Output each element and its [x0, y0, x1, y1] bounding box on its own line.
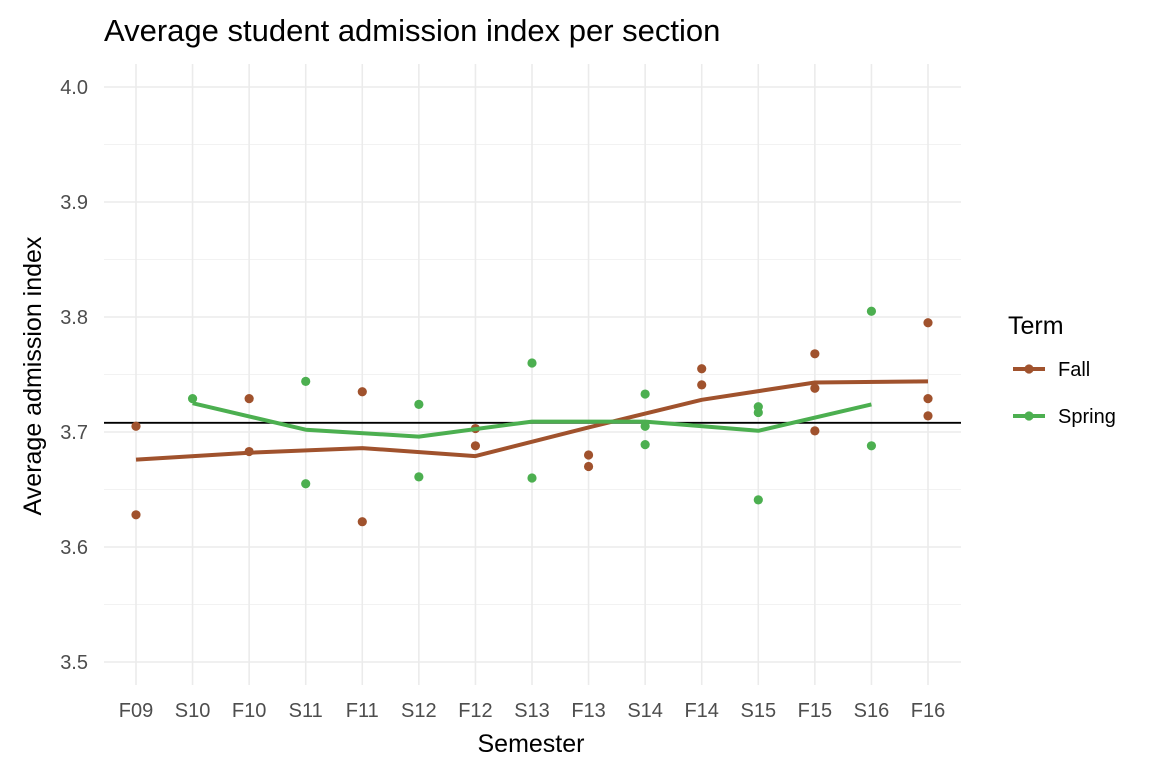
point-spring — [301, 479, 311, 489]
point-fall — [357, 387, 367, 397]
x-tick-label: S13 — [514, 700, 550, 722]
x-tick-label: F13 — [571, 700, 605, 722]
point-spring — [527, 473, 537, 483]
point-spring — [866, 441, 877, 451]
point-fall — [357, 517, 367, 527]
y-tick-label: 3.8 — [60, 307, 88, 329]
x-tick-label: S16 — [854, 700, 890, 722]
y-tick-label: 3.7 — [60, 422, 88, 444]
x-tick-label: F12 — [458, 700, 492, 722]
point-fall — [810, 426, 820, 436]
x-tick-label: S15 — [740, 700, 776, 722]
legend-label-fall: Fall — [1058, 359, 1090, 381]
x-tick-label: S12 — [401, 700, 437, 722]
point-spring — [753, 495, 763, 505]
x-tick-label: F11 — [346, 700, 379, 722]
point-spring — [640, 440, 650, 450]
point-spring — [866, 306, 877, 316]
x-tick-label: F15 — [798, 700, 832, 722]
point-spring — [753, 407, 763, 418]
point-spring — [527, 358, 537, 368]
point-fall — [131, 421, 141, 431]
y-tick-label: 3.9 — [60, 192, 88, 214]
series-spring — [187, 306, 877, 505]
legend-title: Term — [1008, 312, 1064, 340]
x-tick-labels: F09 S10 F10 S11 F11 S12 F12 S13 F13 S14 F14 S15 F15 S… — [119, 700, 945, 722]
grid-layer — [104, 64, 961, 685]
x-tick-label: F16 — [911, 700, 945, 722]
point-spring — [414, 399, 424, 409]
line-spring — [192, 401, 872, 439]
point-fall — [583, 450, 594, 460]
x-tick-label: S14 — [627, 700, 663, 722]
x-tick-label: F09 — [119, 700, 153, 722]
point-fall — [697, 380, 707, 390]
point-fall — [923, 394, 933, 404]
x-tick-label: S11 — [289, 700, 323, 722]
point-spring — [301, 376, 311, 386]
series-fall — [131, 318, 933, 527]
legend-label-spring: Spring — [1058, 406, 1116, 428]
point-spring — [187, 394, 198, 404]
x-tick-label: S10 — [175, 700, 211, 722]
y-tick-label: 4.0 — [60, 77, 88, 99]
x-axis-title: Semester — [478, 730, 585, 758]
line-fall — [135, 379, 929, 462]
point-fall — [810, 383, 820, 393]
point-spring — [640, 421, 650, 431]
chart-title: Average student admission index per sect… — [104, 13, 720, 48]
point-fall — [244, 394, 254, 404]
legend-marker-fall — [1024, 364, 1034, 374]
point-fall — [470, 441, 481, 451]
point-spring — [414, 472, 424, 482]
y-tick-label: 3.5 — [60, 652, 88, 674]
y-tick-labels: 3.5 3.6 3.7 3.8 3.9 4.0 — [60, 77, 88, 674]
y-tick-label: 3.6 — [60, 537, 88, 559]
point-spring — [640, 389, 650, 399]
point-fall — [583, 461, 594, 472]
y-axis-title: Average admission index — [19, 236, 47, 515]
x-tick-label: F10 — [232, 700, 266, 722]
point-fall — [810, 349, 820, 359]
x-tick-label: F14 — [684, 700, 718, 722]
legend: Term Fall Spring — [1008, 312, 1116, 428]
point-fall — [131, 510, 141, 520]
series-layer — [131, 306, 933, 527]
point-fall — [697, 364, 707, 374]
point-fall — [923, 411, 933, 421]
legend-items: Fall Spring — [1013, 359, 1116, 428]
point-fall — [923, 318, 933, 328]
legend-marker-spring — [1024, 411, 1034, 421]
